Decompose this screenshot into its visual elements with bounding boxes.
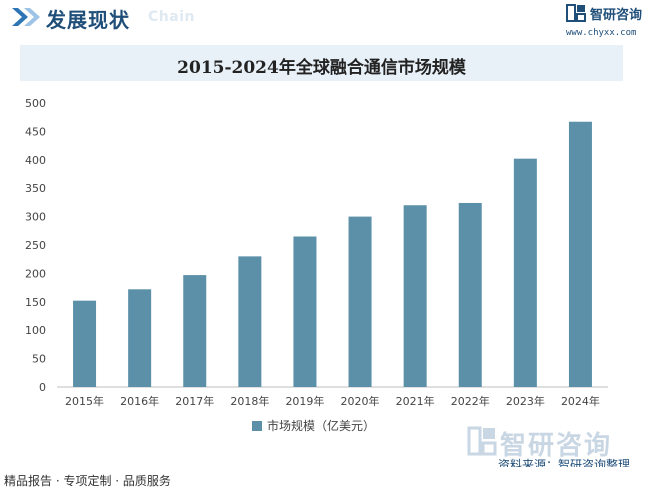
x-tick-label: 2024年 <box>561 394 600 408</box>
bar <box>348 216 372 387</box>
y-tick-label: 450 <box>25 125 46 138</box>
y-tick-label: 50 <box>32 353 46 366</box>
x-tick-label: 2022年 <box>451 394 490 408</box>
brand-name: 智研咨询 <box>590 8 643 23</box>
brand-logo-icon <box>566 4 586 22</box>
bar-chart: 0 50 100 150 200 250 300 350 400 450 500 2015年 2016年… <box>25 97 608 433</box>
x-tick-label: 2016年 <box>120 394 159 408</box>
brand-url: www.chyxx.com <box>566 28 637 38</box>
y-tick-label: 350 <box>25 182 46 195</box>
y-tick-label: 150 <box>25 296 46 309</box>
x-tick-label: 2021年 <box>396 394 435 408</box>
bar <box>513 158 537 387</box>
x-tick-label: 2023年 <box>506 394 545 408</box>
bar <box>73 300 97 387</box>
y-tick-label: 0 <box>39 381 46 394</box>
watermark-logo-icon <box>467 426 497 456</box>
y-tick-label: 250 <box>25 239 46 252</box>
footer-text: 精品报告 · 专项定制 · 品质服务 <box>4 474 171 488</box>
bar <box>403 205 427 387</box>
page-header: 发展现状 Chain 智研咨询 www.chyxx.com <box>0 0 651 42</box>
y-tick-label: 200 <box>25 267 46 280</box>
y-tick-label: 100 <box>25 324 46 337</box>
y-tick-label: 300 <box>25 211 46 224</box>
y-tick-label: 500 <box>25 97 46 110</box>
y-tick-label: 400 <box>25 154 46 167</box>
page-footer: 精品报告 · 专项定制 · 品质服务 <box>0 467 651 491</box>
x-tick-label: 2015年 <box>65 394 104 408</box>
x-tick-label: 2020年 <box>341 394 380 408</box>
section-title: 发展现状 <box>46 8 130 32</box>
legend-swatch <box>252 421 262 431</box>
chart-title: 2015-2024年全球融合通信市场规模 <box>177 58 466 78</box>
bar <box>458 202 482 387</box>
bar <box>238 256 262 387</box>
bar <box>568 121 592 387</box>
section-subtitle: Chain <box>148 9 195 25</box>
legend-label: 市场规模（亿美元） <box>267 418 375 433</box>
x-tick-label: 2017年 <box>175 394 214 408</box>
watermark-text: 智研咨询 <box>500 431 613 461</box>
x-tick-label: 2018年 <box>230 394 269 408</box>
chart-title-band: 2015-2024年全球融合通信市场规模 <box>20 45 623 81</box>
bar <box>293 236 317 387</box>
chevron-icon <box>12 8 40 26</box>
x-tick-label: 2019年 <box>285 394 324 408</box>
bar <box>128 289 152 387</box>
bar <box>183 275 207 387</box>
